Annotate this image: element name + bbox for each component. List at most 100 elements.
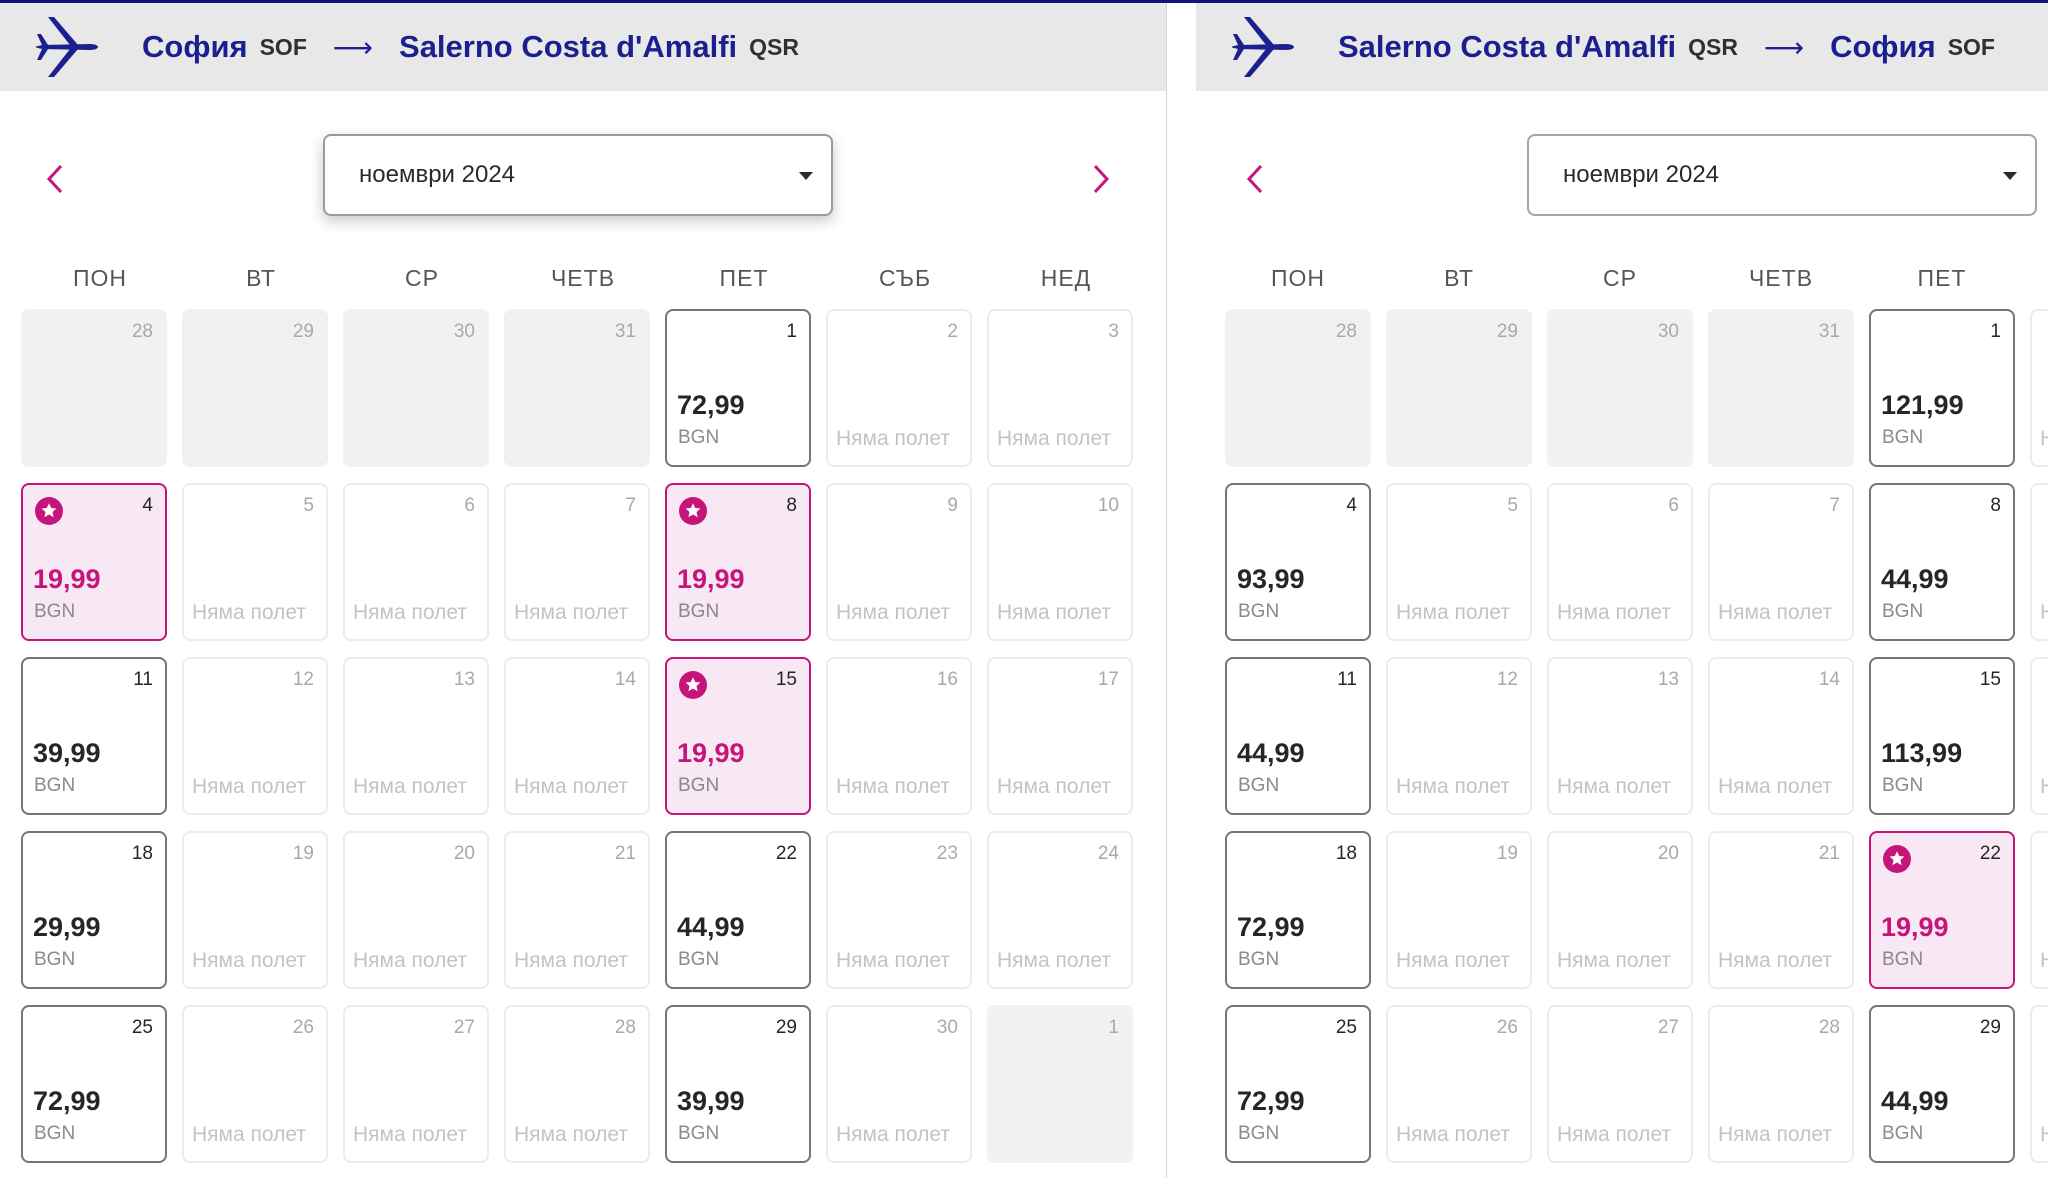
no-flight-label: Няма полет [836, 427, 950, 450]
no-flight-label: Няма полет [192, 775, 306, 798]
no-flight-label: Няма полет [997, 775, 1111, 798]
day-cell[interactable]: 25 72,99 BGN [21, 1005, 167, 1163]
day-price: 44,99 [1237, 738, 1305, 768]
airplane-icon [1230, 15, 1294, 79]
no-flight-label: Няма полет [1557, 601, 1671, 624]
previous-month-button[interactable] [1240, 161, 1270, 197]
day-cell: 7 Няма полет [1708, 483, 1854, 641]
panel-divider [1167, 3, 1196, 1178]
weekday-wed: СР [1603, 265, 1637, 291]
day-cell[interactable]: 11 44,99 BGN [1225, 657, 1371, 815]
no-flight-label: Няма полет [836, 949, 950, 972]
day-number: 28 [1818, 1017, 1840, 1038]
day-number: 28 [614, 1017, 636, 1038]
day-cell: 28 [21, 309, 167, 467]
day-cell: 30 [343, 309, 489, 467]
month-select-value: ноември 2024 [1563, 161, 1720, 188]
caret-down-icon [799, 172, 813, 180]
day-number: 30 [1657, 321, 1679, 342]
day-currency: BGN [1238, 1123, 1280, 1144]
day-currency: BGN [34, 1123, 76, 1144]
day-cell[interactable]: 1 72,99 BGN [665, 309, 811, 467]
day-number: 24 [1097, 843, 1119, 864]
weekday-sun: НЕД [1040, 265, 1092, 291]
star-badge-icon [35, 497, 63, 525]
day-cell: 24 Няма полет [987, 831, 1133, 989]
no-flight-label: Няма полет [514, 949, 628, 972]
previous-month-button[interactable] [40, 161, 70, 197]
day-cell[interactable]: 29 44,99 BGN [1869, 1005, 2015, 1163]
day-cell[interactable]: 15 19,99 BGN [665, 657, 811, 815]
day-price: 72,99 [33, 1086, 101, 1116]
day-currency: BGN [678, 775, 720, 796]
no-flight-label: Няма полет [2040, 775, 2048, 798]
no-flight-label: Няма полет [353, 601, 467, 624]
day-cell[interactable]: 4 93,99 BGN [1225, 483, 1371, 641]
day-cell: 12 Няма полет [182, 657, 328, 815]
day-number: 8 [1990, 495, 2001, 516]
day-cell: 19 Няма полет [182, 831, 328, 989]
no-flight-label: Няма полет [1718, 1123, 1832, 1146]
day-cell[interactable]: 1 121,99 BGN [1869, 309, 2015, 467]
day-cell: 3 Няма полет [987, 309, 1133, 467]
day-number: 1 [1990, 321, 2001, 342]
no-flight-label: Няма полет [192, 949, 306, 972]
no-flight-label: Няма полет [1557, 775, 1671, 798]
no-flight-label: Няма полет [2040, 1123, 2048, 1146]
day-number: 8 [786, 495, 797, 516]
day-cell[interactable]: 25 72,99 BGN [1225, 1005, 1371, 1163]
day-cell[interactable]: 22 19,99 BGN [1869, 831, 2015, 989]
day-cell[interactable]: 11 39,99 BGN [21, 657, 167, 815]
day-cell[interactable]: 8 19,99 BGN [665, 483, 811, 641]
day-cell: 9 Няма полет [826, 483, 972, 641]
day-number: 16 [936, 669, 958, 690]
day-price: 72,99 [1237, 1086, 1305, 1116]
month-select[interactable]: ноември 2024 [1527, 134, 2037, 216]
day-cell[interactable]: 22 44,99 BGN [665, 831, 811, 989]
return-panel: Salerno Costa d'Amalfi QSR ⟶ София SOF н… [1196, 3, 2048, 1178]
origin-city: София [142, 29, 248, 64]
no-flight-label: Няма полет [1396, 601, 1510, 624]
day-cell[interactable]: 8 44,99 BGN [1869, 483, 2015, 641]
no-flight-label: Няма полет [1396, 949, 1510, 972]
no-flight-label: Няма полет [192, 1123, 306, 1146]
day-cell: 29 [1386, 309, 1532, 467]
day-cell[interactable]: 18 29,99 BGN [21, 831, 167, 989]
day-number: 22 [1979, 843, 2001, 864]
destination-city: Salerno Costa d'Amalfi [399, 29, 738, 64]
day-price: 39,99 [33, 738, 101, 768]
origin-city: Salerno Costa d'Amalfi [1338, 29, 1677, 64]
no-flight-label: Няма полет [353, 1123, 467, 1146]
day-cell[interactable]: 18 72,99 BGN [1225, 831, 1371, 989]
outbound-panel: София SOF ⟶ Salerno Costa d'Amalfi QSR н… [0, 3, 1167, 1178]
day-number: 13 [453, 669, 475, 690]
day-cell: 6 Няма полет [1547, 483, 1693, 641]
route-arrow-icon: ⟶ [1763, 31, 1805, 63]
day-price: 44,99 [1881, 564, 1949, 594]
day-number: 13 [1657, 669, 1679, 690]
day-number: 6 [1668, 495, 1679, 516]
day-cell[interactable]: 29 39,99 BGN [665, 1005, 811, 1163]
day-number: 11 [1337, 669, 1357, 690]
day-cell[interactable]: 15 113,99 BGN [1869, 657, 2015, 815]
star-badge-icon [679, 497, 707, 525]
route-header: София SOF ⟶ Salerno Costa d'Amalfi QSR [0, 3, 1166, 91]
origin-code: QSR [1688, 33, 1738, 60]
top-accent-line [0, 0, 2048, 3]
day-number: 21 [614, 843, 636, 864]
day-number: 18 [131, 843, 153, 864]
chevron-left-icon [46, 164, 63, 194]
day-number: 23 [936, 843, 958, 864]
day-number: 7 [625, 495, 636, 516]
day-price: 121,99 [1881, 390, 1964, 420]
day-number: 20 [453, 843, 475, 864]
day-cell[interactable]: 4 19,99 BGN [21, 483, 167, 641]
day-cell: 17 Няма полет [987, 657, 1133, 815]
day-currency: BGN [34, 775, 76, 796]
month-select[interactable]: ноември 2024 [323, 134, 833, 216]
next-month-button[interactable] [1086, 161, 1116, 197]
day-cell: 27 Няма полет [343, 1005, 489, 1163]
day-number: 20 [1657, 843, 1679, 864]
day-number: 6 [464, 495, 475, 516]
day-cell: 21 Няма полет [1708, 831, 1854, 989]
